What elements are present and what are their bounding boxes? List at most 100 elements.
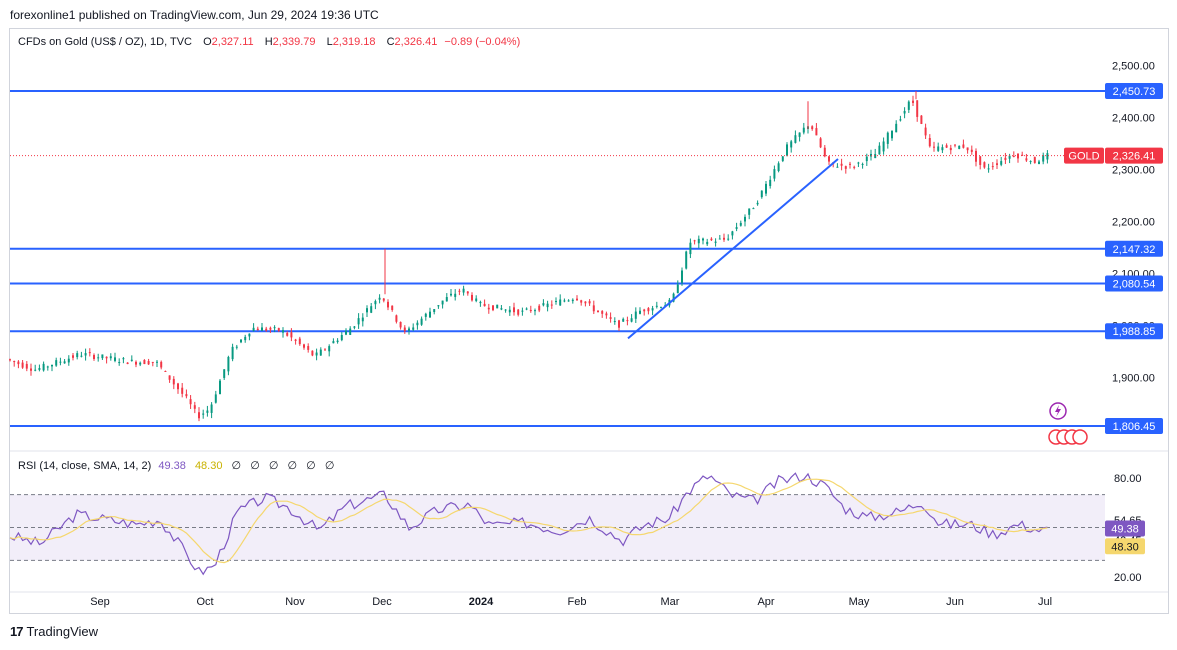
time-axis-label: Jun [946,596,964,608]
candle-down [954,144,956,146]
candle-up [42,363,45,371]
candle-up [319,349,322,356]
candle-down [945,145,948,148]
symbol-description[interactable]: CFDs on Gold (US$ / OZ), 1D, TVC [18,36,193,48]
candle-up [370,306,373,313]
candle-down [483,303,486,307]
candle-down [991,166,994,168]
candle-up [622,318,625,322]
candle-down [815,128,818,136]
level-price-label-bg [1105,240,1163,257]
candle-up [874,154,877,159]
time-axis-label: Apr [757,596,774,608]
candle-up [1042,155,1045,162]
candle-down [584,301,587,304]
candle-down [164,370,167,372]
rsi-value-label: 49.38 [1111,524,1139,536]
rsi-tick-label: 80.00 [1114,473,1142,485]
price-tick-label: 2,300.00 [1112,164,1155,176]
open-value: 2,327.11 [211,36,254,48]
candle-down [1021,154,1024,156]
candle-up [130,359,133,361]
candle-up [118,362,121,364]
candle-up [139,362,142,365]
candle-up [1000,161,1003,165]
candle-down [168,375,171,380]
candle-up [748,208,751,215]
open-label: O [203,36,212,48]
candle-down [626,320,629,322]
time-axis-label: Dec [372,596,392,608]
candle-up [244,336,247,341]
candle-up [59,361,62,363]
candle-down [324,349,326,351]
candle-up [861,163,864,165]
candle-up [634,311,637,319]
candle-up [739,222,742,226]
candle-up [857,162,860,164]
candle-down [962,144,965,148]
candle-up [361,317,364,322]
candle-up [248,333,251,337]
candle-down [996,163,998,165]
candle-down [966,147,969,151]
candle-down [269,327,272,330]
candle-up [525,308,528,310]
candle-up [714,241,717,243]
candle-down [126,362,129,365]
candle-up [987,168,990,170]
candle-up [546,303,549,308]
candle-down [198,412,200,419]
candle-down [277,328,280,331]
level-price-label-bg [1105,418,1163,435]
candle-down [550,304,553,306]
candle-down [1025,158,1028,161]
candle-up [374,301,377,305]
candle-down [160,361,163,368]
price-legend: CFDs on Gold (US$ / OZ), 1D, TVC O2,327.… [18,36,520,48]
candle-down [303,344,305,348]
rsi-line [9,472,1048,576]
us-flag-event-icon [1072,429,1088,445]
candle-up [937,146,940,151]
candle-up [630,318,633,322]
candle-up [479,301,482,304]
candle-up [681,270,683,283]
candle-down [151,361,154,363]
rsi-sma-legend-value: 48.30 [194,460,223,472]
candle-up [462,288,465,293]
candle-up [1008,155,1011,159]
time-axis-label: May [849,596,870,608]
last-price-label-bg [1105,147,1163,164]
candle-down [840,163,843,166]
candle-up [521,310,524,312]
time-axis-label: Mar [661,596,680,608]
rsi-sma-value-label: 48.30 [1111,541,1139,553]
candle-up [408,328,410,331]
candle-down [172,378,175,385]
rsi-indicator-name[interactable]: RSI (14, close, SMA, 14, 2) [18,460,152,472]
close-label: C [386,36,395,48]
candle-up [689,242,692,255]
candle-down [823,147,826,157]
candle-up [500,308,503,310]
candle-up [886,132,889,144]
candle-up [252,327,255,331]
candle-up [651,308,654,311]
candle-up [76,353,79,358]
candle-down [844,166,847,169]
candle-up [475,298,478,301]
candle-up [80,355,83,357]
candle-down [920,115,923,124]
candle-up [231,346,234,360]
candle-up [156,361,158,363]
time-axis-label: 2024 [469,596,494,608]
candle-up [878,145,881,155]
candle-up [46,366,49,368]
candle-down [72,355,74,358]
candle-down [828,156,830,162]
candle-up [802,127,805,133]
chart-frame [9,28,1169,614]
tradingview-footer[interactable]: 17 TradingView [10,624,98,639]
